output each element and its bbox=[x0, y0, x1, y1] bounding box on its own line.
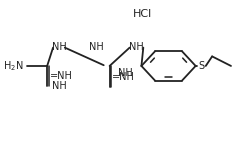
Text: H$_2$N: H$_2$N bbox=[3, 59, 23, 73]
Text: NH: NH bbox=[118, 67, 133, 78]
Text: NH: NH bbox=[129, 42, 144, 52]
Text: NH: NH bbox=[52, 81, 67, 91]
Text: =NH: =NH bbox=[50, 71, 73, 81]
Text: NH: NH bbox=[89, 42, 104, 52]
Text: =NH: =NH bbox=[112, 72, 135, 82]
Text: NH: NH bbox=[52, 42, 66, 52]
Text: S: S bbox=[198, 61, 205, 71]
Text: HCl: HCl bbox=[133, 9, 152, 19]
